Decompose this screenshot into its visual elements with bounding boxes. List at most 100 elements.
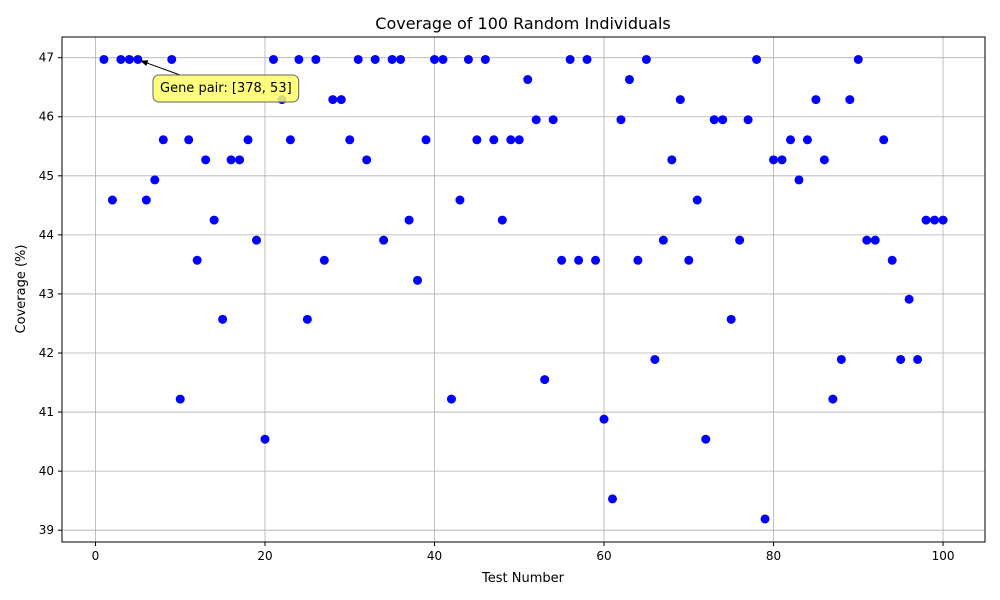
- data-point: [574, 255, 584, 265]
- y-tick-label: 41: [39, 405, 54, 419]
- y-tick-label: 43: [39, 287, 54, 301]
- data-point: [506, 135, 516, 145]
- data-point: [624, 75, 634, 85]
- data-point: [845, 95, 855, 105]
- data-point: [175, 394, 185, 404]
- data-point: [209, 215, 219, 225]
- y-tick-label: 40: [39, 464, 54, 478]
- data-point: [735, 235, 745, 245]
- data-point: [938, 215, 948, 225]
- x-tick-label: 40: [427, 549, 442, 563]
- data-point: [633, 255, 643, 265]
- y-ticks: 39 40 41 42 43 44 45 46 47: [39, 51, 62, 537]
- data-point: [489, 135, 499, 145]
- data-point: [769, 155, 779, 165]
- data-point: [336, 95, 346, 105]
- data-point: [904, 294, 914, 304]
- data-point: [548, 115, 558, 125]
- annotation-box: [152, 74, 300, 103]
- data-point: [582, 54, 592, 64]
- data-point: [124, 54, 134, 64]
- data-point: [557, 255, 567, 265]
- data-point: [828, 394, 838, 404]
- data-point: [675, 95, 685, 105]
- data-point: [455, 195, 465, 205]
- data-point: [870, 235, 880, 245]
- data-point: [404, 215, 414, 225]
- data-point: [887, 255, 897, 265]
- data-point: [226, 155, 236, 165]
- y-tick-label: 42: [39, 346, 54, 360]
- data-point: [302, 314, 312, 324]
- data-point: [794, 175, 804, 185]
- data-point: [311, 54, 321, 64]
- data-point: [141, 195, 151, 205]
- data-point: [116, 54, 126, 64]
- data-point: [760, 514, 770, 524]
- x-tick-label: 100: [932, 549, 955, 563]
- x-tick-label: 80: [766, 549, 781, 563]
- data-point: [540, 375, 550, 385]
- y-tick-label: 45: [39, 169, 54, 183]
- data-point: [133, 54, 143, 64]
- data-point: [497, 215, 507, 225]
- annotation: Gene pair: [378, 53]: [139, 59, 300, 103]
- data-point: [853, 54, 863, 64]
- chart-title: Coverage of 100 Random Individuals: [375, 14, 670, 33]
- data-point: [480, 54, 490, 64]
- data-point: [294, 54, 304, 64]
- data-point: [192, 255, 202, 265]
- data-point: [667, 155, 677, 165]
- data-point: [718, 115, 728, 125]
- x-tick-label: 20: [257, 549, 272, 563]
- data-point: [896, 354, 906, 364]
- annotation-text: Gene pair: [378, 53]: [160, 81, 292, 96]
- data-point: [107, 195, 117, 205]
- data-point: [930, 215, 940, 225]
- y-tick-label: 46: [39, 110, 54, 124]
- data-points: [99, 54, 948, 524]
- data-point: [599, 414, 609, 424]
- data-point: [353, 54, 363, 64]
- data-point: [565, 54, 575, 64]
- data-point: [802, 135, 812, 145]
- data-point: [523, 75, 533, 85]
- data-point: [396, 54, 406, 64]
- data-point: [328, 95, 338, 105]
- data-point: [472, 135, 482, 145]
- data-point: [268, 54, 278, 64]
- data-point: [811, 95, 821, 105]
- x-tick-label: 60: [596, 549, 611, 563]
- data-point: [430, 54, 440, 64]
- data-point: [616, 115, 626, 125]
- x-ticks: 0 20 40 60 80 100: [92, 542, 955, 563]
- data-point: [531, 115, 541, 125]
- data-point: [743, 115, 753, 125]
- data-point: [819, 155, 829, 165]
- x-axis-label: Test Number: [481, 571, 565, 586]
- data-point: [658, 235, 668, 245]
- data-point: [158, 135, 168, 145]
- data-point: [345, 135, 355, 145]
- data-point: [862, 235, 872, 245]
- data-point: [785, 135, 795, 145]
- data-point: [752, 54, 762, 64]
- data-point: [260, 434, 270, 444]
- data-point: [201, 155, 211, 165]
- data-point: [387, 54, 397, 64]
- data-point: [184, 135, 194, 145]
- data-point: [379, 235, 389, 245]
- data-point: [438, 54, 448, 64]
- data-point: [836, 354, 846, 364]
- data-point: [641, 54, 651, 64]
- annotation-arrow-head: [139, 60, 149, 67]
- data-point: [421, 135, 431, 145]
- y-tick-label: 47: [39, 51, 54, 65]
- plot-frame: [61, 36, 986, 543]
- data-point: [413, 275, 423, 285]
- data-point: [650, 354, 660, 364]
- data-point: [252, 235, 262, 245]
- data-point: [285, 135, 295, 145]
- data-point: [167, 54, 177, 64]
